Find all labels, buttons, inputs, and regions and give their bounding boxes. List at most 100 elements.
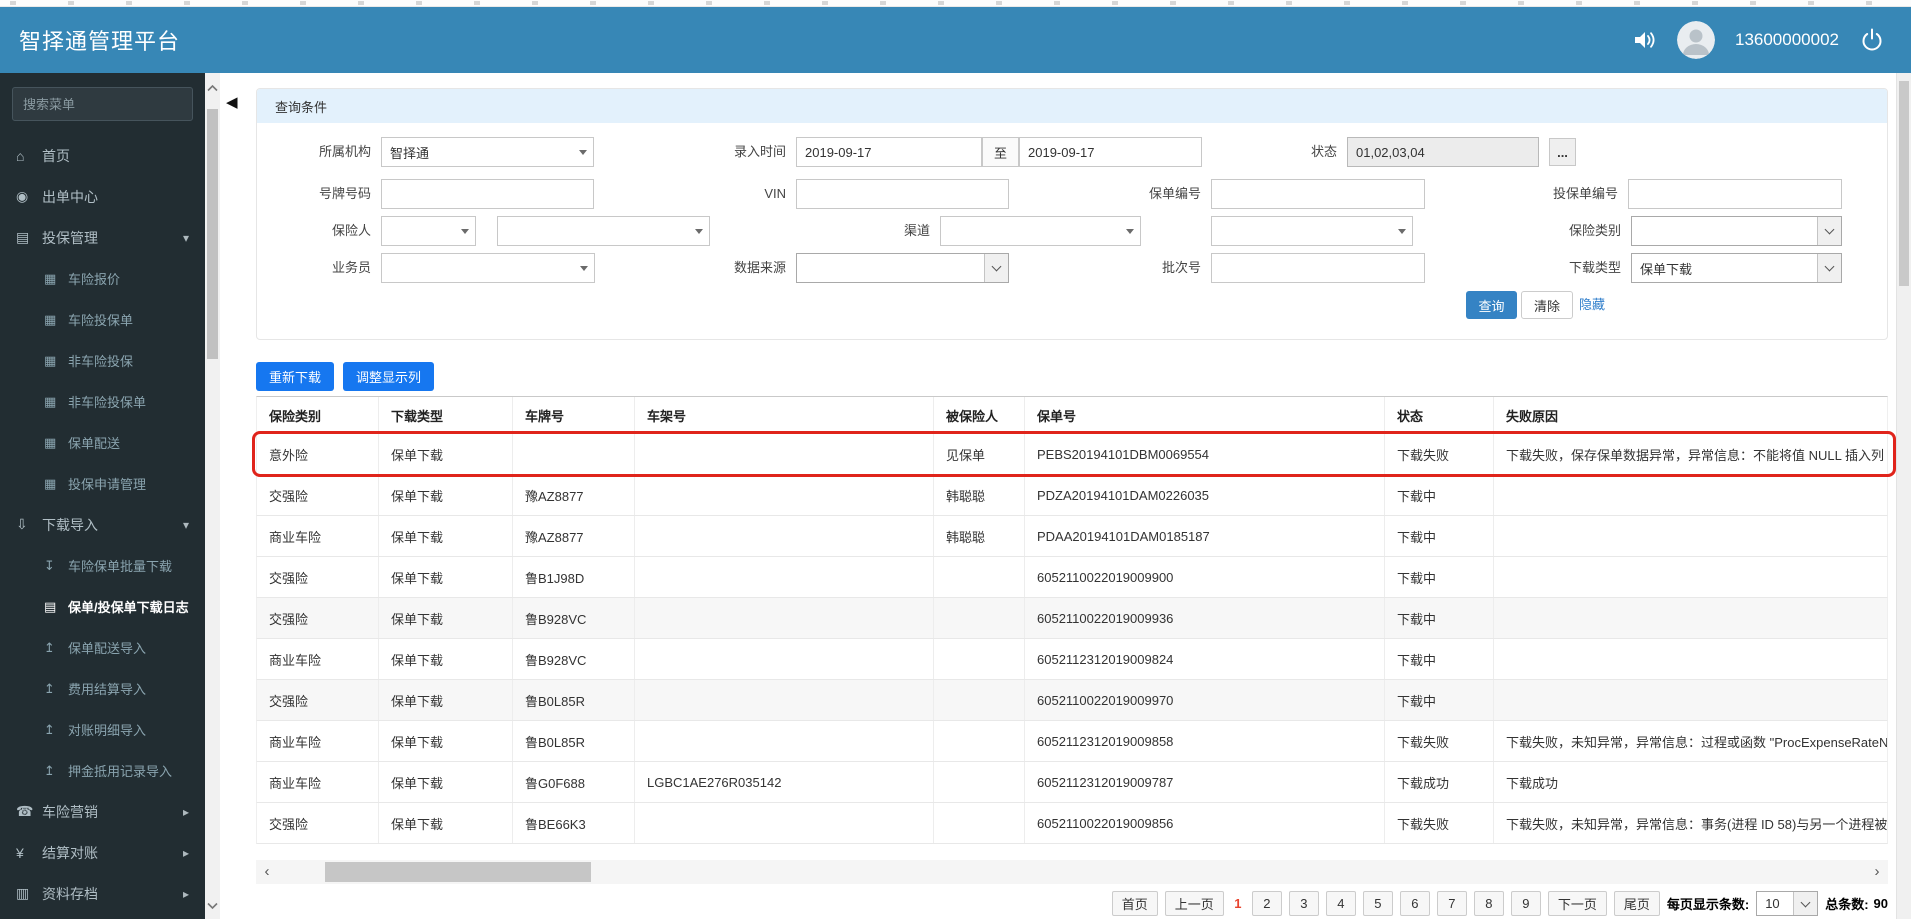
sidebar-item[interactable]: ↥ 费用结算导入	[44, 680, 147, 698]
sidebar-item[interactable]: ⇩ 下载导入 ▾	[16, 516, 189, 533]
avatar[interactable]	[1676, 21, 1715, 59]
page-size-select[interactable]: 10	[1756, 891, 1819, 916]
scroll-right-arrow-icon[interactable]: ›	[1874, 863, 1880, 880]
page-number-button[interactable]: 8	[1473, 891, 1504, 916]
sidebar-item[interactable]: ⌂ 首页	[16, 147, 70, 164]
vertical-scrollbar-thumb[interactable]	[1899, 81, 1909, 286]
cell-insurance-type: 交强险	[257, 475, 379, 515]
column-header: 车牌号	[513, 397, 635, 433]
table-row[interactable]: 商业车险 保单下载 豫AZ8877 韩聪聪 PDAA20194101DAM018…	[256, 516, 1888, 557]
hide-link[interactable]: 隐藏	[1579, 297, 1606, 312]
chevron-down-icon	[1793, 892, 1818, 915]
org-select[interactable]: 智择通	[381, 137, 594, 167]
cell-insured	[934, 680, 1025, 720]
page-number-button[interactable]: 9	[1510, 891, 1541, 916]
cell-vin	[635, 516, 934, 556]
search-button[interactable]: 查询	[1466, 291, 1517, 319]
scroll-left-arrow-icon[interactable]: ‹	[264, 863, 270, 880]
vin-input[interactable]	[796, 179, 1009, 209]
chevron-icon: ▸	[182, 886, 189, 901]
cell-status: 下载中	[1385, 475, 1494, 515]
horizontal-scrollbar-thumb[interactable]	[325, 862, 591, 882]
sidebar-item[interactable]: ▦ 车险投保单	[44, 311, 134, 329]
column-header: 保单号	[1025, 397, 1385, 433]
cell-download-type: 保单下载	[379, 680, 513, 720]
sidebar-collapse-icon[interactable]: ◀	[226, 94, 238, 111]
insurer-select-1[interactable]	[381, 216, 476, 246]
table-row[interactable]: 交强险 保单下载 鲁B928VC 6052110022019009936 下载中	[256, 598, 1888, 639]
scroll-down-arrow-icon[interactable]	[206, 897, 219, 915]
table-row[interactable]: 商业车险 保单下载 鲁B928VC 6052112312019009824 下载…	[256, 639, 1888, 680]
table-row[interactable]: 商业车险 保单下载 鲁B0L85R 6052112312019009858 下载…	[256, 721, 1888, 762]
download-log-table: 保险类别 下载类型 车牌号 车架号 被保险人 保单号 状态 失败原因 意外险 保…	[252, 396, 1896, 844]
insurer-select-2[interactable]	[497, 216, 710, 246]
sidebar-item[interactable]: ▦ 非车险投保	[44, 352, 134, 370]
sidebar-item[interactable]: ¥ 结算对账 ▸	[16, 844, 189, 861]
insurance-type-label: 保险类别	[1568, 223, 1621, 238]
channel-select-2[interactable]	[1211, 216, 1413, 246]
prev-page-button[interactable]: 上一页	[1164, 891, 1224, 916]
chevron-icon: ▸	[182, 804, 189, 819]
sidebar-item[interactable]: ☎ 车险营销 ▸	[16, 803, 189, 820]
cell-plate-no: 鲁B928VC	[513, 598, 635, 638]
page-number-button[interactable]: 1	[1234, 896, 1242, 911]
page-number-button[interactable]: 4	[1325, 891, 1356, 916]
table-row[interactable]: 交强险 保单下载 鲁B1J98D 6052110022019009900 下载中	[256, 557, 1888, 598]
entry-time-from-input[interactable]	[796, 137, 982, 167]
first-page-button[interactable]: 首页	[1111, 891, 1158, 916]
sidebar-item[interactable]: ▦ 投保申请管理	[44, 475, 147, 493]
status-input[interactable]	[1347, 137, 1539, 167]
sidebar-item[interactable]: ▦ 非车险投保单	[44, 393, 147, 411]
data-source-select[interactable]	[796, 253, 1009, 283]
sidebar-item[interactable]: ▦ 车险报价	[44, 270, 121, 288]
scroll-up-arrow-icon[interactable]	[206, 79, 219, 97]
table-row[interactable]: 意外险 保单下载 见保单 PEBS20194101DBM0069554 下载失败…	[252, 431, 1896, 477]
next-page-button[interactable]: 下一页	[1547, 891, 1607, 916]
download-type-select[interactable]: 保单下载	[1631, 253, 1842, 283]
sidebar-item[interactable]: ↥ 押金抵用记录导入	[44, 762, 173, 780]
power-icon[interactable]	[1859, 27, 1885, 53]
redownload-button[interactable]: 重新下载	[256, 362, 335, 391]
grid-icon: ▦	[44, 270, 57, 286]
table-row[interactable]: 商业车险 保单下载 鲁G0F688 LGBC1AE276R035142 6052…	[256, 762, 1888, 803]
cell-insurance-type: 交强险	[257, 557, 379, 597]
sidebar-item[interactable]: ▣ 行政管理 ▸	[0, 914, 205, 919]
proposal-no-input[interactable]	[1628, 179, 1842, 209]
entry-time-to-input[interactable]	[1019, 137, 1202, 167]
sidebar-item[interactable]: ▤ 投保管理 ▾	[16, 229, 189, 246]
status-more-button[interactable]: ...	[1549, 138, 1576, 166]
sidebar-scrollbar	[205, 73, 220, 919]
plate-input[interactable]	[381, 179, 594, 209]
batch-input[interactable]	[1211, 253, 1425, 283]
sidebar-item[interactable]: ◉ 出单中心	[16, 188, 98, 205]
sidebar-item[interactable]: ↥ 保单配送导入	[44, 639, 147, 657]
sidebar-scrollbar-thumb[interactable]	[207, 109, 218, 359]
user-phone-number: 13600000002	[1734, 30, 1839, 49]
page-number-button[interactable]: 2	[1251, 891, 1282, 916]
to-label: 至	[982, 137, 1019, 167]
policy-no-label: 保单编号	[1148, 186, 1201, 201]
page-number-button[interactable]: 5	[1362, 891, 1393, 916]
clear-button[interactable]: 清除	[1521, 291, 1573, 319]
last-page-button[interactable]: 尾页	[1613, 891, 1660, 916]
insurance-type-select[interactable]	[1631, 216, 1842, 246]
table-row[interactable]: 交强险 保单下载 鲁BE66K3 6052110022019009856 下载失…	[256, 803, 1888, 844]
salesman-select[interactable]	[381, 253, 595, 283]
page-number-button[interactable]: 3	[1288, 891, 1319, 916]
sidebar-item[interactable]: ▤ 保单/投保单下载日志	[44, 598, 189, 616]
adjust-columns-button[interactable]: 调整显示列	[343, 362, 435, 391]
sidebar-item[interactable]: ↥ 对账明细导入	[44, 721, 147, 739]
menu-search-input[interactable]	[13, 96, 205, 112]
policy-no-input[interactable]	[1211, 179, 1425, 209]
page-number-button[interactable]: 7	[1436, 891, 1467, 916]
cell-plate-no: 豫AZ8877	[513, 475, 635, 515]
speaker-icon[interactable]	[1632, 29, 1657, 51]
sidebar-item[interactable]: ↧ 车险保单批量下载	[44, 557, 173, 575]
table-row[interactable]: 交强险 保单下载 豫AZ8877 韩聪聪 PDZA20194101DAM0226…	[256, 475, 1888, 516]
page-number-button[interactable]: 6	[1399, 891, 1430, 916]
channel-select-1[interactable]	[940, 216, 1141, 246]
sidebar-item[interactable]: ▥ 资料存档 ▸	[16, 885, 189, 902]
vin-label: VIN	[764, 186, 786, 201]
sidebar-item[interactable]: ▦ 保单配送	[44, 434, 121, 452]
table-row[interactable]: 交强险 保单下载 鲁B0L85R 6052110022019009970 下载中	[256, 680, 1888, 721]
